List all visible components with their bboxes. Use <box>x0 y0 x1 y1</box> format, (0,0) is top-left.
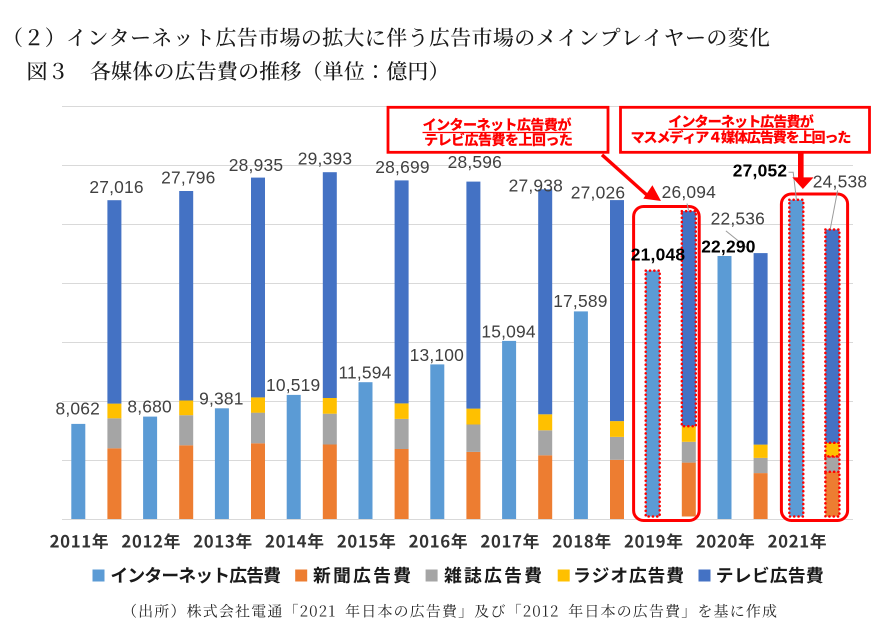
svg-text:26,094: 26,094 <box>662 182 717 202</box>
svg-text:21,048: 21,048 <box>631 245 686 265</box>
svg-text:28,596: 28,596 <box>448 152 502 172</box>
svg-text:27,026: 27,026 <box>571 183 625 203</box>
svg-text:8,680: 8,680 <box>127 397 172 417</box>
svg-text:22,536: 22,536 <box>711 209 765 229</box>
svg-text:22,290: 22,290 <box>701 237 755 257</box>
svg-text:28,699: 28,699 <box>375 157 429 177</box>
svg-text:8,062: 8,062 <box>56 399 101 419</box>
svg-text:17,589: 17,589 <box>553 291 607 311</box>
svg-text:10,519: 10,519 <box>266 375 320 395</box>
svg-text:24,538: 24,538 <box>813 172 867 192</box>
svg-text:15,094: 15,094 <box>481 322 536 342</box>
svg-text:13,100: 13,100 <box>410 345 464 365</box>
svg-text:11,594: 11,594 <box>338 363 391 383</box>
svg-text:27,938: 27,938 <box>509 176 563 196</box>
svg-text:28,935: 28,935 <box>229 155 283 175</box>
svg-text:27,052: 27,052 <box>733 161 787 181</box>
svg-text:27,796: 27,796 <box>161 168 215 188</box>
svg-text:9,381: 9,381 <box>199 389 244 409</box>
svg-text:29,393: 29,393 <box>298 149 352 169</box>
svg-text:27,016: 27,016 <box>89 177 143 197</box>
